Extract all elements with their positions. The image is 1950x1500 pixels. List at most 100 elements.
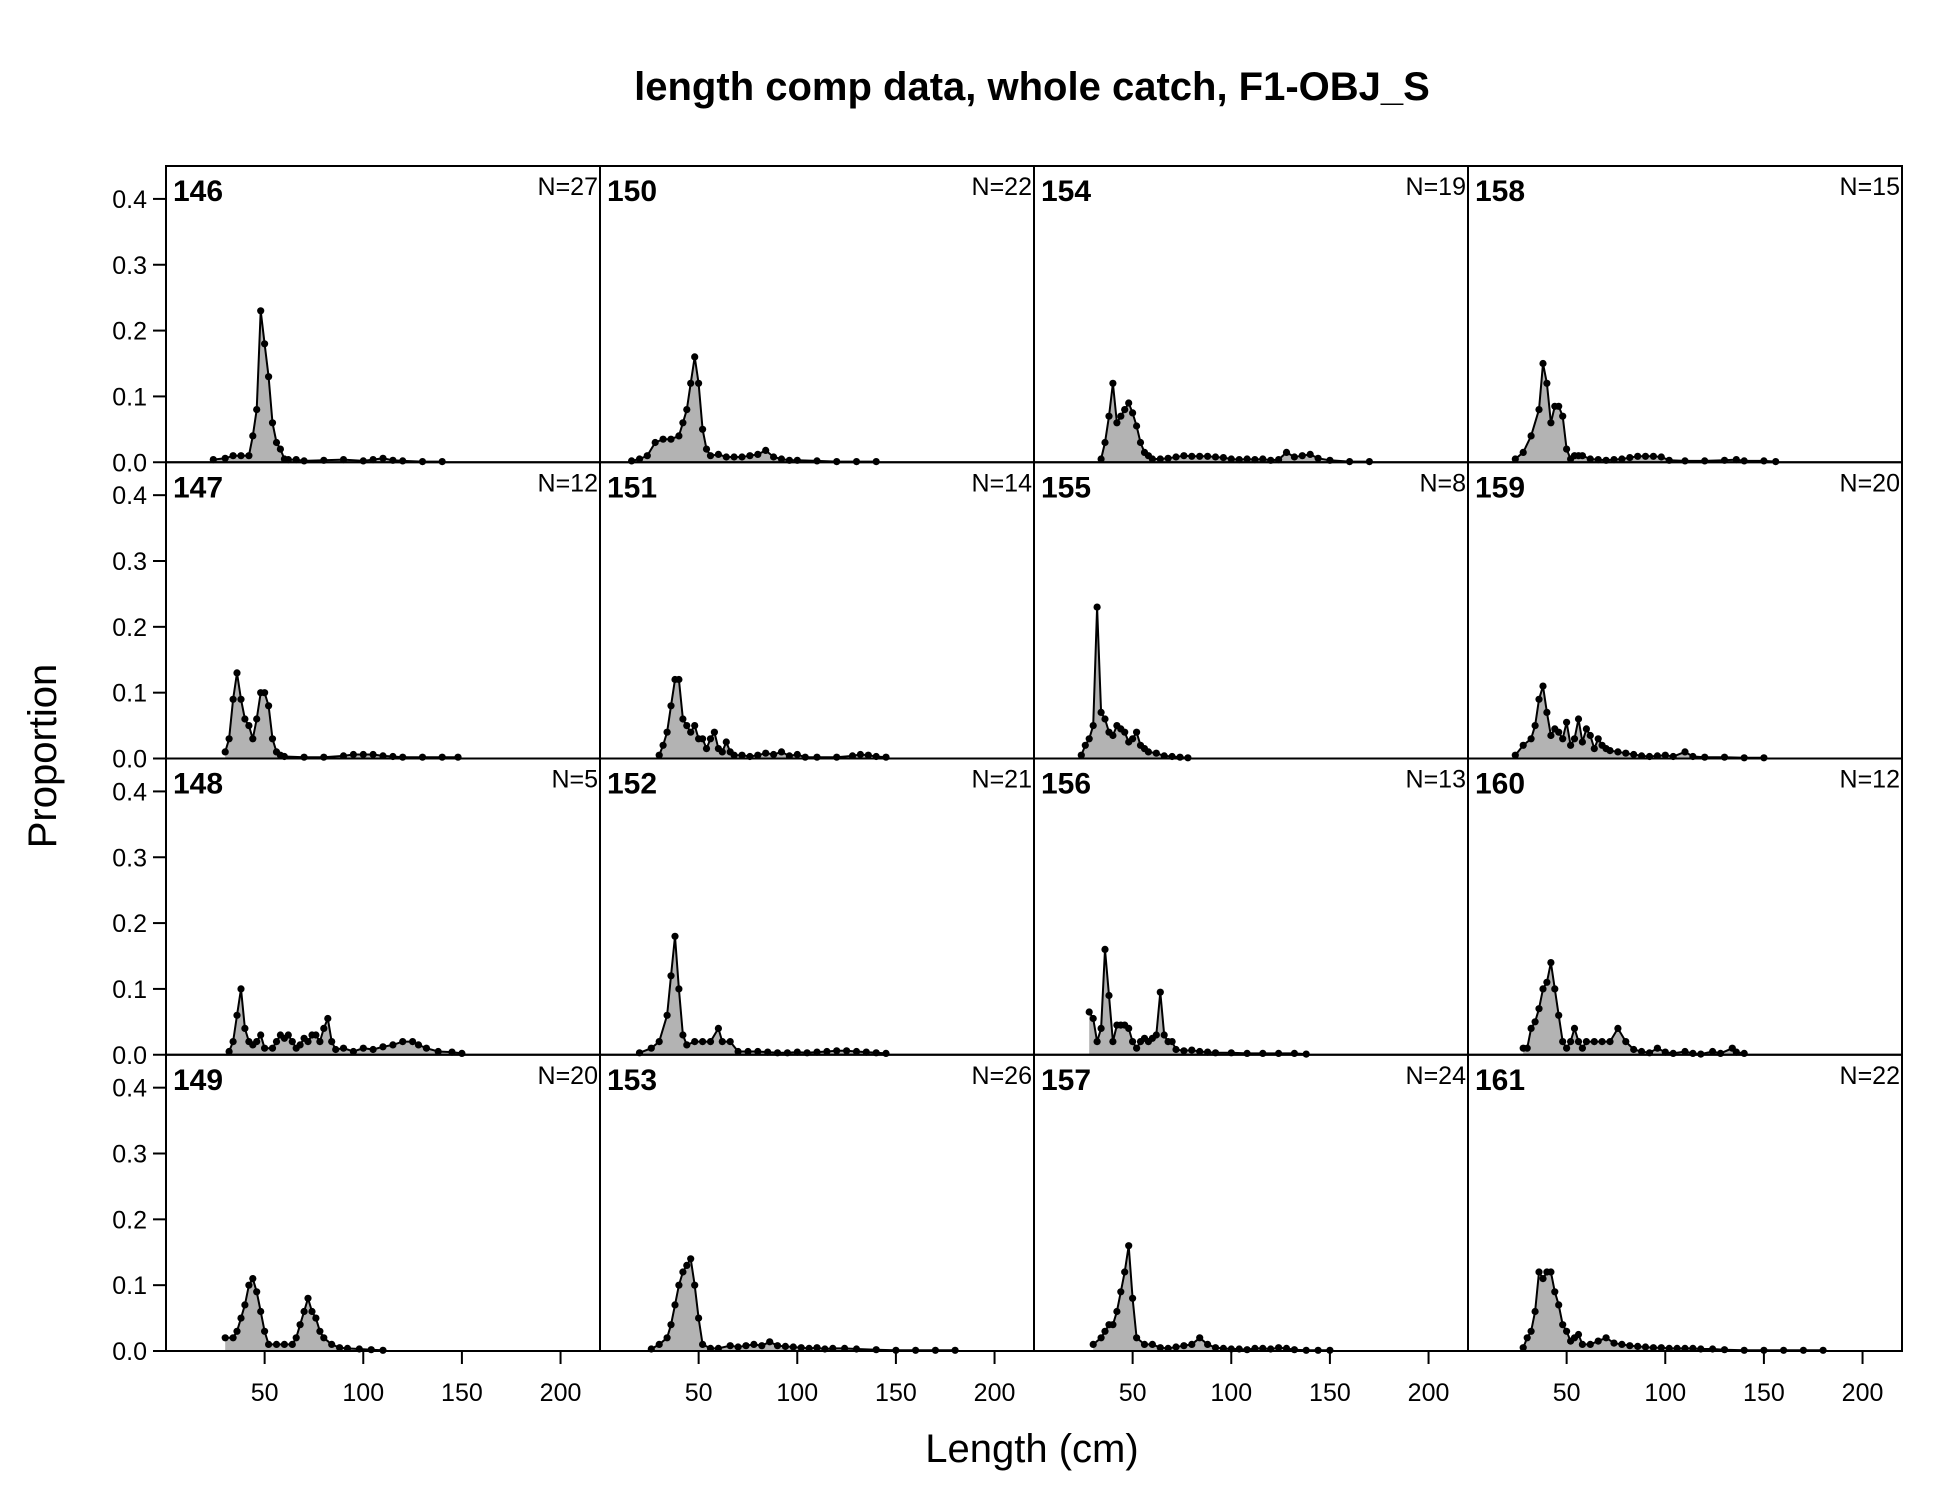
data-point — [1606, 1038, 1614, 1046]
data-point — [454, 753, 462, 761]
data-point — [349, 750, 357, 759]
data-point — [288, 1340, 296, 1348]
data-point — [1559, 1038, 1567, 1046]
data-point — [1606, 747, 1614, 755]
panel-frame — [599, 1053, 1035, 1352]
data-point — [268, 735, 277, 743]
data-point — [1219, 454, 1227, 462]
data-point — [237, 985, 245, 993]
data-point — [738, 751, 746, 759]
data-point — [229, 695, 237, 703]
series-line-148 — [228, 988, 463, 1055]
area-fill-156 — [1089, 949, 1307, 1055]
data-point — [1196, 1047, 1204, 1056]
panel-label: 160 — [1475, 768, 1525, 801]
data-point — [434, 1047, 442, 1056]
data-point — [1089, 1014, 1097, 1023]
data-point — [1125, 1242, 1133, 1250]
data-point — [304, 1038, 312, 1046]
data-point — [438, 753, 446, 761]
data-point — [1531, 1018, 1539, 1026]
data-point — [1570, 735, 1579, 743]
data-point — [1760, 457, 1768, 465]
y-tick-label: 0.0 — [112, 746, 147, 774]
data-point — [710, 728, 719, 736]
data-point — [1638, 1047, 1646, 1056]
panel-n-label: N=14 — [972, 469, 1033, 497]
area-fill-146 — [213, 310, 443, 463]
data-point — [253, 1038, 261, 1046]
data-point — [1563, 1044, 1571, 1052]
data-point — [683, 1261, 691, 1269]
data-point — [706, 452, 715, 460]
panel-frame — [165, 1053, 601, 1352]
data-point — [1622, 1038, 1630, 1046]
data-point — [253, 715, 261, 723]
data-point — [1519, 741, 1527, 749]
data-point — [272, 1038, 281, 1046]
data-point — [695, 379, 703, 387]
data-point — [1117, 1288, 1125, 1296]
data-point — [734, 1047, 742, 1056]
data-point — [667, 972, 675, 980]
data-point — [1527, 735, 1535, 743]
panel-label: 161 — [1475, 1064, 1525, 1097]
data-point — [1618, 455, 1626, 463]
data-point — [1101, 945, 1109, 954]
data-point — [1156, 988, 1164, 996]
data-point — [1129, 1294, 1137, 1302]
panel-n-label: N=15 — [1840, 173, 1900, 201]
data-point — [659, 435, 667, 443]
data-point — [1634, 452, 1642, 460]
data-point — [237, 452, 245, 460]
data-point — [843, 1047, 851, 1055]
data-point — [813, 457, 821, 465]
data-point — [1614, 1024, 1622, 1032]
data-point — [750, 1340, 758, 1348]
data-point — [679, 1268, 687, 1276]
data-point — [1614, 748, 1622, 756]
panel-label: 150 — [607, 175, 657, 208]
data-point — [781, 1342, 790, 1350]
data-point — [245, 452, 253, 460]
data-point — [296, 1041, 304, 1049]
data-point — [1093, 1038, 1101, 1046]
data-point — [663, 1334, 671, 1342]
data-point — [655, 1340, 663, 1348]
data-point — [1298, 452, 1306, 460]
y-tick-label: 0.4 — [112, 778, 147, 806]
panel-frame — [165, 165, 601, 464]
data-point — [249, 1275, 257, 1283]
data-point — [1081, 741, 1089, 749]
data-point — [276, 445, 284, 453]
data-point — [1630, 750, 1638, 759]
data-point — [1227, 455, 1235, 463]
data-point — [237, 1314, 245, 1322]
data-point — [229, 1334, 237, 1342]
data-point — [628, 457, 636, 465]
data-point — [1578, 738, 1586, 746]
data-point — [418, 753, 427, 761]
data-point — [1649, 1344, 1657, 1352]
data-point — [1511, 455, 1519, 463]
data-point — [1567, 741, 1575, 749]
data-point — [257, 1031, 265, 1039]
data-point — [1578, 452, 1586, 460]
data-point — [1129, 409, 1137, 417]
data-point — [1089, 1340, 1097, 1348]
data-point — [1535, 695, 1543, 703]
data-point — [300, 753, 308, 761]
panel-155: 155 N=8 — [1033, 461, 1469, 762]
data-point — [253, 1288, 261, 1296]
panel-n-label: N=20 — [538, 1062, 598, 1090]
data-point — [1559, 735, 1567, 743]
y-tick-label: 0.1 — [112, 1272, 147, 1300]
data-point — [369, 750, 377, 759]
y-tick-label: 0.2 — [112, 614, 147, 642]
panel-frame — [1033, 757, 1469, 1056]
x-tick-label: 50 — [1553, 1379, 1581, 1407]
area-fill-150 — [631, 356, 877, 463]
data-point — [1709, 1047, 1717, 1056]
data-point — [1657, 453, 1665, 461]
data-point — [237, 695, 245, 703]
